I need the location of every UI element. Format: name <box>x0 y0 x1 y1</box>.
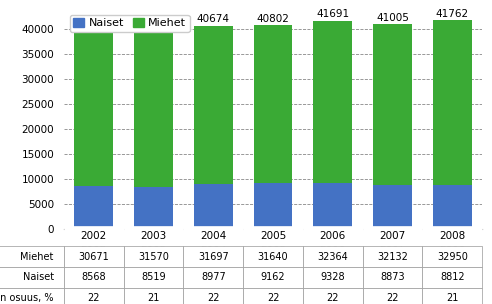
Bar <box>134 29 173 187</box>
Bar <box>313 21 352 182</box>
Bar <box>74 33 113 186</box>
Bar <box>254 183 292 229</box>
Legend: Naiset, Miehet: Naiset, Miehet <box>69 15 189 32</box>
Text: 40089: 40089 <box>137 17 170 27</box>
Text: 39239: 39239 <box>77 21 110 31</box>
Bar <box>313 182 352 229</box>
Bar <box>433 185 472 229</box>
Text: 41762: 41762 <box>436 9 469 19</box>
Text: 41691: 41691 <box>316 9 349 19</box>
Bar <box>254 25 292 183</box>
Bar <box>194 26 233 184</box>
Bar <box>373 185 412 229</box>
Bar <box>373 24 412 185</box>
Text: 40802: 40802 <box>257 14 289 24</box>
Text: 41005: 41005 <box>376 12 409 22</box>
Bar <box>134 187 173 229</box>
Bar <box>74 186 113 229</box>
Bar <box>433 20 472 185</box>
Text: 40674: 40674 <box>197 14 230 24</box>
Bar <box>194 184 233 229</box>
